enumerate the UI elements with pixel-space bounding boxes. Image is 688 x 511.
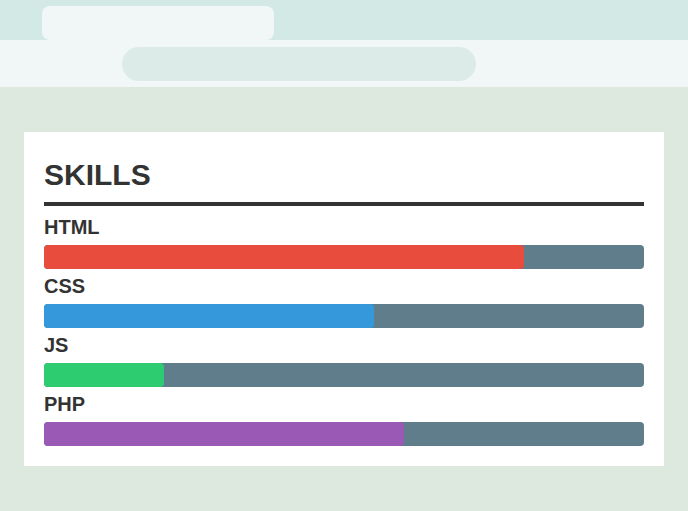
category-label: JS: [44, 334, 68, 356]
title: SKILLS: [44, 158, 151, 191]
category-label: CSS: [44, 275, 85, 297]
track: [44, 245, 644, 269]
category-label: PHP: [44, 393, 85, 415]
page: SKILLS HTML CSS JS PHP: [0, 0, 688, 511]
category-label: HTML: [44, 216, 100, 238]
tab: [42, 6, 274, 40]
track: [44, 304, 644, 328]
address-bar: [122, 47, 476, 81]
track: [44, 363, 644, 387]
bar: [44, 422, 404, 446]
bar: [44, 304, 374, 328]
title-rule: [44, 202, 644, 206]
toolbar: [0, 40, 688, 87]
bars: [44, 245, 524, 446]
bar: [44, 245, 524, 269]
track: [44, 422, 644, 446]
bar: [44, 363, 164, 387]
card: [24, 132, 664, 466]
tab-strip: [0, 0, 688, 40]
